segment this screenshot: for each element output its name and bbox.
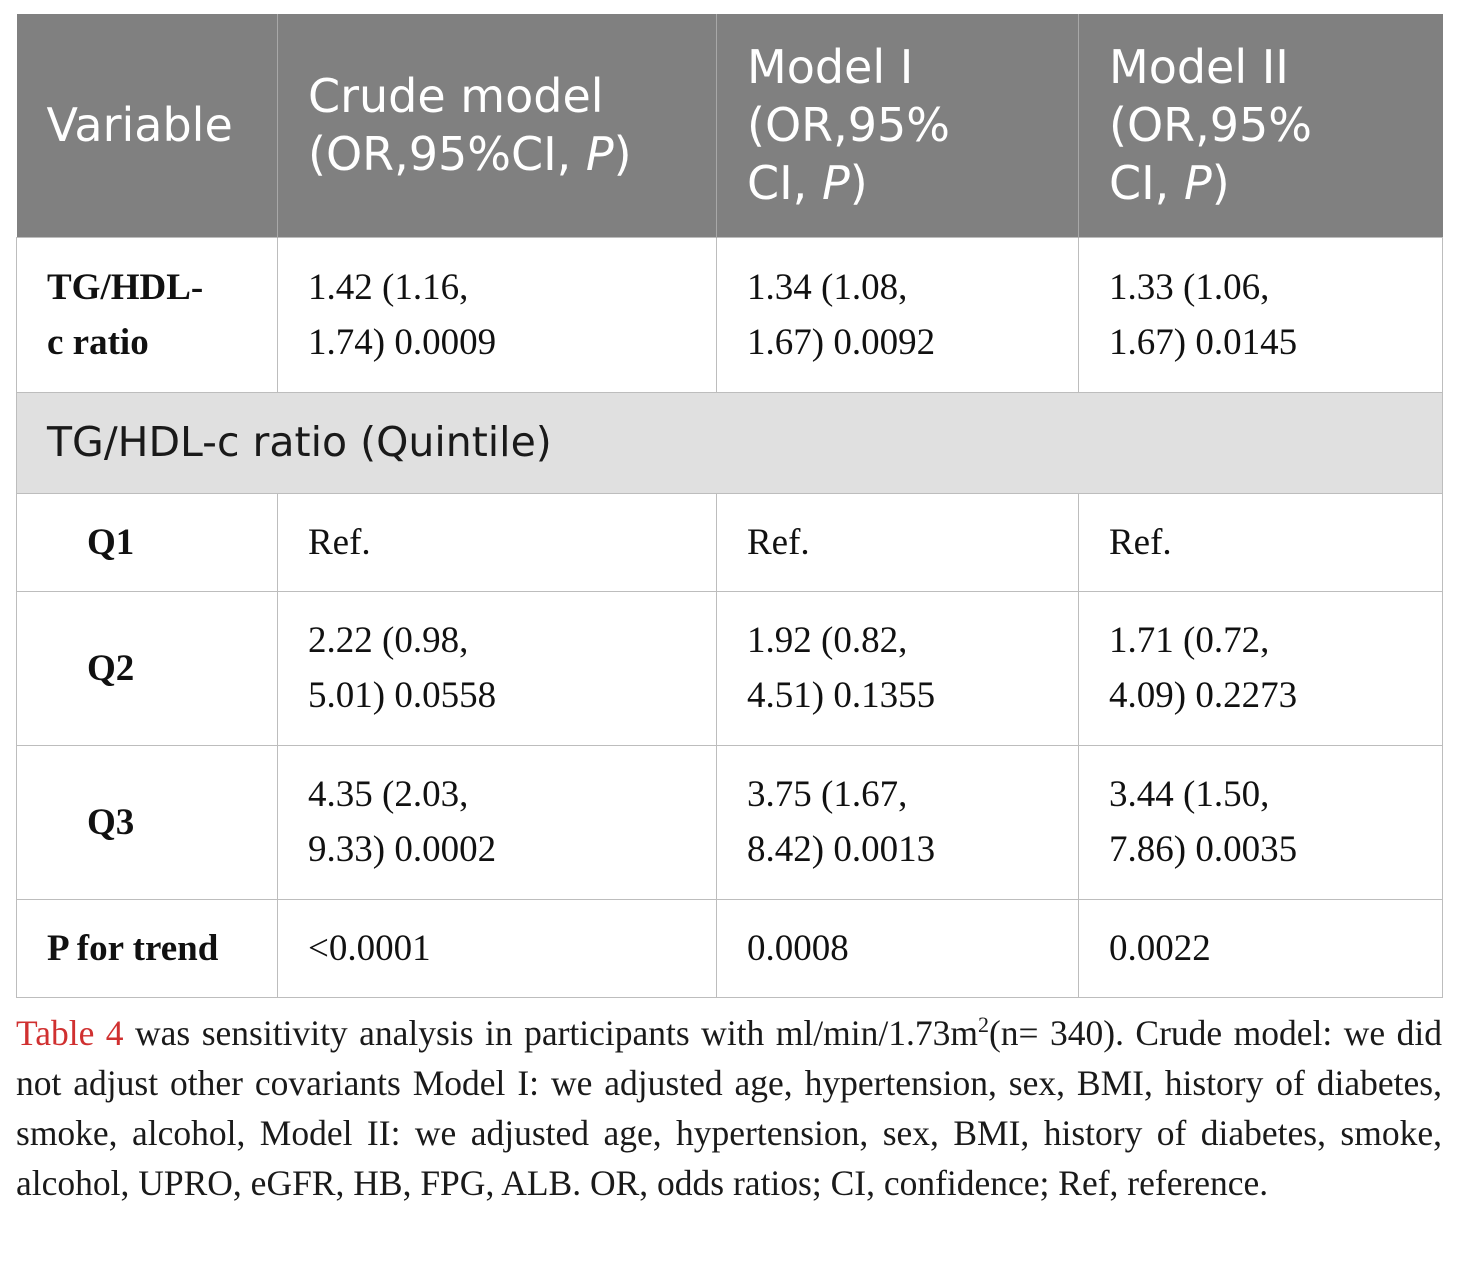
results-table-container: Variable Crude model (OR,95%CI, P) Model… — [16, 14, 1443, 998]
header-variable: Variable — [16, 14, 278, 237]
header-model2-close: ) — [1211, 156, 1230, 211]
cell-crude: Ref. — [277, 492, 717, 592]
header-model2-line3: CI, — [1109, 156, 1184, 211]
cell-line2: 1.74) 0.0009 — [308, 321, 497, 363]
table-row: Q3 4.35 (2.03, 9.33) 0.0002 3.75 (1.67, 8.… — [16, 744, 1443, 900]
section-row: TG/HDL-c ratio (Quintile) — [16, 391, 1443, 494]
cell-line1: 4.35 (2.03, — [308, 774, 469, 815]
header-model1-close: ) — [849, 156, 868, 211]
cell-line1: 1.92 (0.82, — [747, 620, 908, 661]
header-crude-line1: Crude model — [308, 69, 604, 124]
row-variable: TG/HDL-c ratio — [16, 236, 278, 393]
header-crude-p: P — [585, 127, 614, 182]
table-row: P for trend <0.0001 0.0008 0.0022 — [16, 898, 1443, 998]
cell-model2: 3.44 (1.50, 7.86) 0.0035 — [1078, 744, 1443, 900]
cell-line1: 1.42 (1.16, — [308, 266, 469, 308]
table-reference-link[interactable]: Table 4 — [16, 1013, 124, 1053]
cell-line2: 7.86) 0.0035 — [1109, 829, 1298, 870]
row-variable: Q1 — [16, 492, 278, 592]
caption-text-2: (n= 340). Crude model: we did not adjust… — [16, 1013, 1442, 1203]
cell-line1: 3.75 (1.67, — [747, 774, 908, 815]
caption-superscript: 2 — [977, 1012, 989, 1038]
cell-line1: 3.44 (1.50, — [1109, 774, 1270, 815]
cell-model1: Ref. — [716, 492, 1079, 592]
row-variable: Q2 — [16, 590, 278, 746]
row-variable-line2: c ratio — [47, 321, 149, 363]
header-crude-line2: (OR,95%CI, — [308, 127, 586, 182]
cell-crude: 1.42 (1.16, 1.74) 0.0009 — [277, 236, 717, 393]
header-model-2: Model II (OR,95% CI, P) — [1078, 14, 1443, 237]
table-row: Q2 2.22 (0.98, 5.01) 0.0558 1.92 (0.82, 4.… — [16, 590, 1443, 746]
header-model-1: Model I (OR,95% CI, P) — [716, 14, 1079, 237]
cell-line2: 4.09) 0.2273 — [1109, 675, 1298, 716]
header-variable-text: Variable — [46, 98, 233, 153]
section-label: TG/HDL-c ratio (Quintile) — [16, 391, 1443, 494]
cell-model2: 1.71 (0.72, 4.09) 0.2273 — [1078, 590, 1443, 746]
cell-model2: 0.0022 — [1078, 898, 1443, 998]
table-row: TG/HDL-c ratio 1.42 (1.16, 1.74) 0.0009 1… — [16, 236, 1443, 393]
cell-crude: 2.22 (0.98, 5.01) 0.0558 — [277, 590, 717, 746]
results-table: Variable Crude model (OR,95%CI, P) Model… — [16, 14, 1443, 998]
cell-line2: 1.67) 0.0145 — [1109, 321, 1298, 363]
header-model1-line2: (OR,95% — [747, 98, 950, 153]
cell-line2: 8.42) 0.0013 — [747, 829, 936, 870]
cell-line2: 9.33) 0.0002 — [308, 829, 497, 870]
cell-line1: 1.34 (1.08, — [747, 266, 908, 308]
cell-crude: <0.0001 — [277, 898, 717, 998]
caption-text-1: was sensitivity analysis in participants… — [123, 1013, 978, 1053]
cell-line1: 2.22 (0.98, — [308, 620, 469, 661]
cell-line2: 1.67) 0.0092 — [747, 321, 936, 363]
header-crude-model: Crude model (OR,95%CI, P) — [277, 14, 717, 237]
header-model2-p: P — [1183, 156, 1212, 211]
cell-line2: 4.51) 0.1355 — [747, 675, 936, 716]
cell-line2: 5.01) 0.0558 — [308, 675, 497, 716]
cell-model2: Ref. — [1078, 492, 1443, 592]
row-variable: P for trend — [16, 898, 278, 998]
cell-line1: 1.71 (0.72, — [1109, 620, 1270, 661]
table-row: Q1 Ref. Ref. Ref. — [16, 492, 1443, 592]
cell-model1: 1.34 (1.08, 1.67) 0.0092 — [716, 236, 1079, 393]
header-model1-line1: Model I — [747, 40, 914, 95]
table-header: Variable Crude model (OR,95%CI, P) Model… — [16, 14, 1443, 237]
cell-model1: 3.75 (1.67, 8.42) 0.0013 — [716, 744, 1079, 900]
header-model2-line2: (OR,95% — [1109, 98, 1312, 153]
cell-model2: 1.33 (1.06, 1.67) 0.0145 — [1078, 236, 1443, 393]
header-crude-close: ) — [613, 127, 632, 182]
cell-model1: 0.0008 — [716, 898, 1079, 998]
cell-crude: 4.35 (2.03, 9.33) 0.0002 — [277, 744, 717, 900]
header-model2-line1: Model II — [1109, 40, 1289, 95]
cell-line1: 1.33 (1.06, — [1109, 266, 1270, 308]
header-model1-p: P — [821, 156, 850, 211]
cell-model1: 1.92 (0.82, 4.51) 0.1355 — [716, 590, 1079, 746]
table-caption: Table 4 was sensitivity analysis in part… — [16, 1008, 1442, 1208]
header-model1-line3: CI, — [747, 156, 822, 211]
row-variable: Q3 — [16, 744, 278, 900]
row-variable-line1: TG/HDL- — [47, 266, 204, 308]
